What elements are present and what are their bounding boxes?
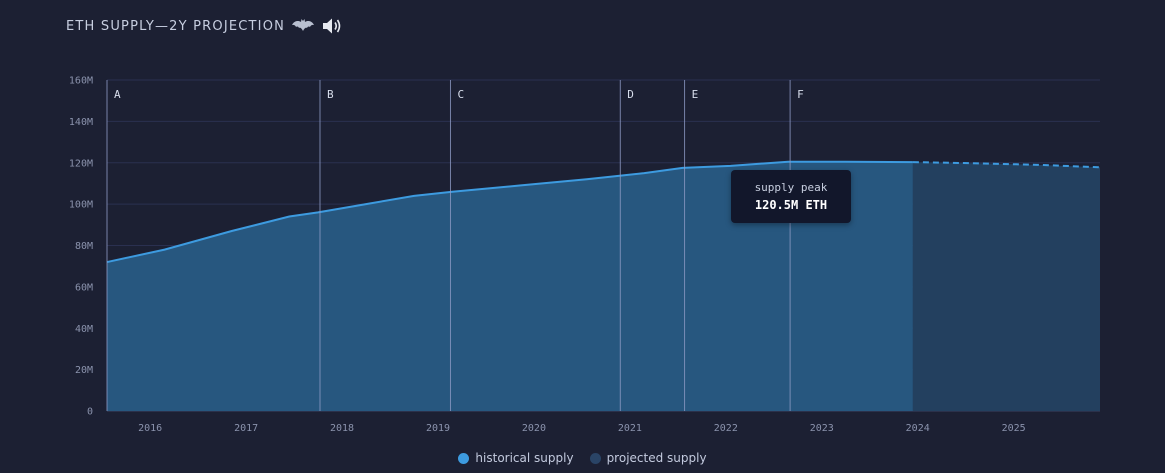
legend-label-historical: historical supply [475, 451, 574, 465]
tooltip-label: supply peak [754, 181, 828, 194]
y-tick-label: 80M [75, 241, 93, 252]
y-tick-label: 100M [69, 200, 93, 211]
y-tick-label: 0 [87, 407, 93, 418]
x-tick-label: 2019 [426, 423, 450, 434]
marker-label-a: A [114, 88, 121, 101]
y-tick-label: 40M [75, 324, 93, 335]
y-tick-label: 120M [69, 158, 93, 169]
tooltip-value: 120.5M ETH [754, 198, 828, 212]
legend-label-projected: projected supply [606, 451, 707, 465]
chart-title: ETH SUPPLY—2Y PROJECTION [66, 16, 343, 36]
legend-item-historical[interactable]: historical supply [458, 451, 574, 465]
x-tick-label: 2022 [714, 423, 738, 434]
legend: historical supply projected supply [0, 451, 1165, 465]
marker-label-d: D [627, 88, 634, 101]
y-tick-label: 140M [69, 117, 93, 128]
x-tick-label: 2021 [618, 423, 642, 434]
marker-label-b: B [327, 88, 334, 101]
axis-labels: 0 20M 40M 60M 80M 100M 120M 140M 160M 2016 2017 201… [69, 76, 1026, 435]
x-tick-label: 2024 [906, 423, 930, 434]
y-tick-label: 160M [69, 76, 93, 87]
supply-peak-tooltip: supply peak 120.5M ETH [731, 170, 851, 223]
area-layer [106, 160, 1101, 411]
bat-icon [291, 17, 315, 35]
y-tick-label: 20M [75, 365, 93, 376]
marker-label-e: E [692, 88, 699, 101]
x-tick-label: 2023 [810, 423, 834, 434]
y-tick-label: 60M [75, 282, 93, 293]
legend-dot-historical [458, 452, 470, 464]
legend-item-projected[interactable]: projected supply [589, 451, 707, 465]
line-historical [106, 160, 913, 264]
chart-title-text: ETH SUPPLY—2Y PROJECTION [66, 18, 286, 34]
x-tick-label: 2016 [138, 423, 162, 434]
speaker-icon [321, 16, 343, 36]
marker-label-f: F [797, 88, 804, 101]
x-tick-label: 2018 [330, 423, 354, 434]
area-historical [107, 161, 913, 411]
line-projected [912, 161, 1101, 169]
area-projected [912, 162, 1100, 411]
marker-label-c: C [457, 88, 464, 101]
x-tick-label: 2025 [1002, 423, 1026, 434]
x-tick-label: 2017 [234, 423, 258, 434]
legend-dot-projected [589, 452, 601, 464]
marker-lines: A B C D E F [106, 80, 804, 411]
x-tick-label: 2020 [522, 423, 546, 434]
